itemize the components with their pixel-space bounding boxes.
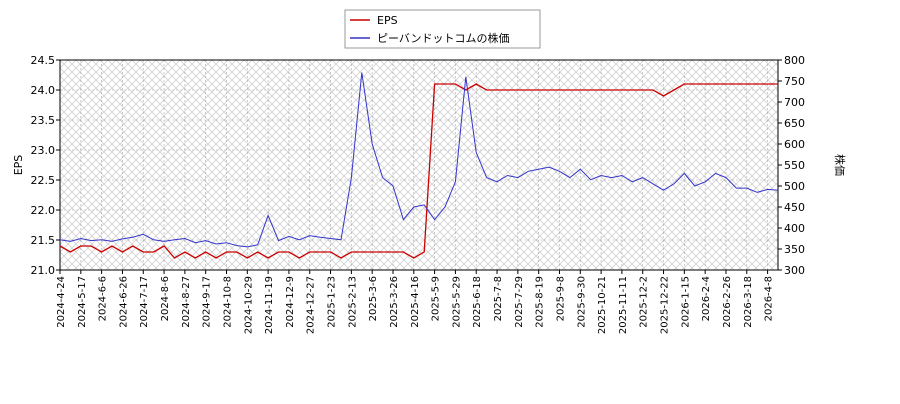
x-tick-label: 2024-8-27 <box>181 276 192 328</box>
y-axis-label: EPS <box>12 155 25 176</box>
y2-tick-label: 700 <box>784 96 805 109</box>
x-tick-label: 2025-2-13 <box>347 276 358 328</box>
y-tick-label: 22.5 <box>31 174 56 187</box>
x-tick-label: 2025-6-18 <box>472 276 483 328</box>
x-tick-label: 2024-9-17 <box>202 276 213 328</box>
x-tick-label: 2026-4-8 <box>764 276 775 321</box>
x-tick-label: 2025-11-11 <box>618 276 629 334</box>
x-tick-label: 2026-1-15 <box>680 276 691 328</box>
x-tick-label: 2025-4-16 <box>410 276 421 328</box>
x-tick-label: 2025-5-29 <box>451 276 462 328</box>
y-tick-label: 22.0 <box>31 204 56 217</box>
x-tick-label: 2024-12-9 <box>285 276 296 328</box>
x-tick-label: 2025-7-8 <box>493 276 504 321</box>
x-tick-label: 2025-12-2 <box>639 276 650 328</box>
x-tick-label: 2025-3-6 <box>368 276 379 321</box>
x-tick-label: 2024-12-27 <box>306 276 317 334</box>
x-tick-label: 2025-10-21 <box>597 276 608 334</box>
y-tick-label: 21.0 <box>31 264 56 277</box>
plot-background <box>60 60 778 270</box>
y2-tick-label: 350 <box>784 243 805 256</box>
x-tick-label: 2025-1-23 <box>327 276 338 328</box>
y2-tick-label: 650 <box>784 117 805 130</box>
x-tick-label: 2025-7-29 <box>514 276 525 328</box>
x-tick-label: 2024-8-6 <box>160 276 171 321</box>
legend-label: ピーバンドットコムの株価 <box>377 31 509 45</box>
y2-tick-label: 500 <box>784 180 805 193</box>
x-tick-label: 2026-2-4 <box>701 276 712 321</box>
plot-frame <box>59 59 779 271</box>
x-tick-label: 2024-11-19 <box>264 276 275 334</box>
x-tick-label: 2025-12-22 <box>660 276 671 334</box>
y2-tick-label: 300 <box>784 264 805 277</box>
y-tick-label: 23.0 <box>31 144 56 157</box>
y-tick-label: 24.0 <box>31 84 56 97</box>
legend-label: EPS <box>377 14 398 27</box>
x-tick-label: 2024-6-26 <box>118 276 129 328</box>
x-tick-label: 2026-2-26 <box>722 276 733 328</box>
y2-tick-label: 450 <box>784 201 805 214</box>
y2-tick-label: 600 <box>784 138 805 151</box>
x-tick-label: 2024-6-6 <box>98 276 109 321</box>
x-tick-label: 2025-8-19 <box>535 276 546 328</box>
y2-tick-label: 750 <box>784 75 805 88</box>
x-tick-label: 2024-4-24 <box>56 276 67 328</box>
y2-axis-label: 株価 <box>833 154 847 176</box>
x-tick-label: 2025-3-26 <box>389 276 400 328</box>
x-tick-label: 2024-7-17 <box>139 276 150 328</box>
x-tick-label: 2025-9-8 <box>555 276 566 321</box>
x-tick-label: 2025-5-9 <box>431 276 442 321</box>
y2-tick-label: 800 <box>784 54 805 67</box>
y-tick-label: 24.5 <box>31 54 56 67</box>
y2-tick-label: 550 <box>784 159 805 172</box>
x-tick-label: 2024-5-17 <box>77 276 88 328</box>
series-line <box>59 72 779 248</box>
x-tick-label: 2025-9-30 <box>576 276 587 328</box>
series-line <box>59 83 778 259</box>
legend <box>344 9 541 49</box>
x-tick-label: 2026-3-18 <box>743 276 754 328</box>
y-tick-label: 21.5 <box>31 234 56 247</box>
y-tick-label: 23.5 <box>31 114 56 127</box>
x-tick-label: 2024-10-29 <box>243 276 254 334</box>
x-tick-label: 2024-10-8 <box>222 276 233 328</box>
y2-tick-label: 400 <box>784 222 805 235</box>
